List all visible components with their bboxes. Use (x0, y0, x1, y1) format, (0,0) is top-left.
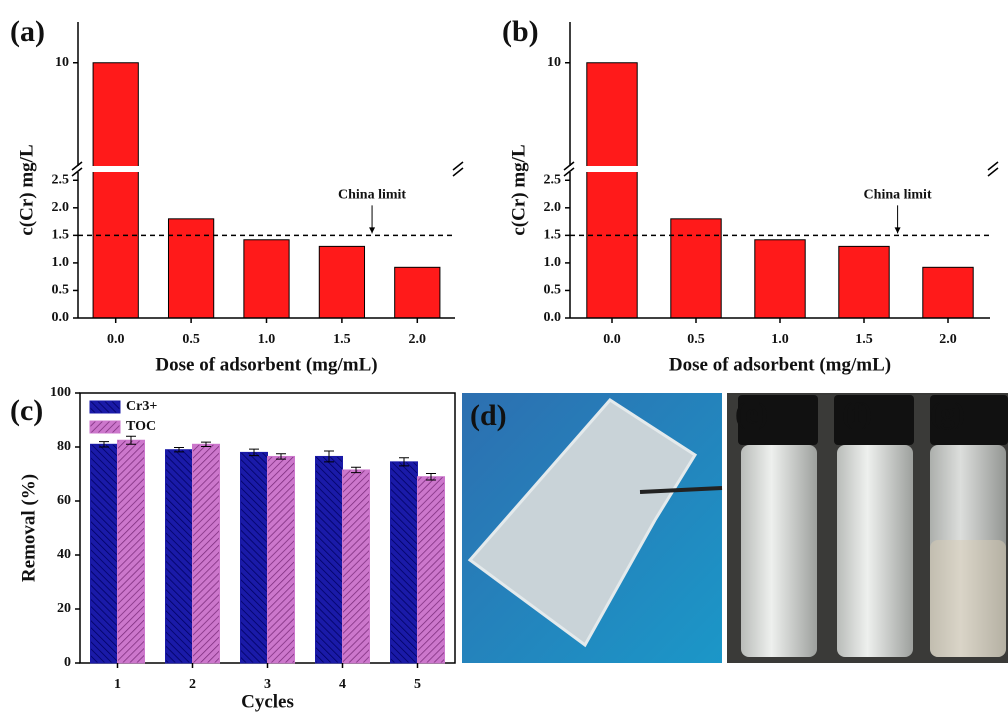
y-tick-label: 80 (57, 439, 71, 454)
bar (839, 246, 889, 318)
bar (391, 462, 418, 663)
y-axis-label: c(Cr) mg/L (16, 144, 37, 235)
x-tick-label: 1.0 (771, 332, 789, 347)
y-tick-label: 0.0 (52, 310, 70, 325)
panel-label: (f) (842, 397, 872, 430)
y-tick-label: 1.5 (544, 228, 562, 243)
x-axis-label: Dose of adsorbent (mg/mL) (155, 354, 377, 375)
panel-label: (c) (10, 394, 43, 427)
x-tick-label: 1.5 (855, 332, 873, 347)
axis-break-gap (564, 166, 996, 172)
photo-d: (d) (462, 393, 722, 663)
legend-label: TOC (126, 419, 156, 434)
axis-break-gap (72, 166, 461, 172)
y-tick-label: 2.0 (52, 200, 70, 215)
bar (671, 219, 721, 318)
x-tick-label: 4 (339, 677, 346, 692)
x-tick-label: 5 (414, 677, 421, 692)
y-tick-label: 0.5 (52, 283, 70, 298)
annotation-arrowhead (895, 227, 901, 233)
x-tick-label: 2.0 (939, 332, 957, 347)
y-tick-label: 1.0 (544, 255, 562, 270)
bar (319, 246, 364, 318)
bar (418, 477, 445, 663)
x-tick-label: 0.5 (182, 332, 200, 347)
panel-label: (d) (470, 399, 507, 432)
annotation: China limit (864, 188, 932, 203)
x-tick-label: 0.0 (603, 332, 621, 347)
x-tick-label: 2.0 (409, 332, 427, 347)
bar (268, 456, 295, 663)
bar (755, 240, 805, 318)
y-tick-label: 20 (57, 601, 71, 616)
legend-label: Cr3+ (126, 399, 157, 414)
panel-label: (a) (10, 15, 45, 48)
x-axis-label: Cycles (241, 691, 294, 712)
y-tick-label: 10 (547, 55, 561, 70)
bar (93, 63, 138, 318)
bar (166, 450, 193, 663)
y-axis-label: c(Cr) mg/L (508, 144, 529, 235)
bar (244, 240, 289, 318)
bar (118, 440, 145, 663)
bar (316, 456, 343, 663)
bar (587, 63, 637, 318)
bar (395, 267, 440, 318)
legend-swatch (90, 421, 120, 433)
legend-swatch (90, 401, 120, 413)
y-tick-label: 2.5 (52, 172, 70, 187)
y-tick-label: 1.5 (52, 228, 70, 243)
y-tick-label: 2.0 (544, 200, 562, 215)
x-tick-label: 1.0 (258, 332, 276, 347)
x-tick-label: 1 (114, 677, 121, 692)
annotation-arrowhead (369, 227, 375, 233)
x-tick-label: 3 (264, 677, 271, 692)
x-axis-label: Dose of adsorbent (mg/mL) (669, 354, 891, 375)
vial (741, 445, 817, 657)
x-tick-label: 1.5 (333, 332, 351, 347)
y-tick-label: 0 (64, 655, 71, 670)
vial-liquid (930, 540, 1006, 657)
x-tick-label: 0.5 (687, 332, 705, 347)
y-tick-label: 0.5 (544, 283, 562, 298)
y-axis-label: Removal (%) (18, 474, 39, 582)
y-tick-label: 0.0 (544, 310, 562, 325)
y-tick-label: 100 (50, 385, 71, 400)
annotation: China limit (338, 188, 406, 203)
x-tick-label: 2 (189, 677, 196, 692)
bar (343, 470, 370, 663)
y-tick-label: 2.5 (544, 172, 562, 187)
bar (923, 267, 973, 318)
panel-label: (b) (502, 15, 539, 48)
y-tick-label: 1.0 (52, 255, 70, 270)
photo-vials: (e) (f) (g) (727, 393, 1008, 663)
bar (91, 444, 118, 663)
bar (168, 219, 213, 318)
x-tick-label: 0.0 (107, 332, 125, 347)
y-tick-label: 60 (57, 493, 71, 508)
y-tick-label: 40 (57, 547, 71, 562)
y-tick-label: 10 (55, 55, 69, 70)
panel-label: (e) (735, 397, 768, 430)
bar (193, 444, 220, 663)
figure: (d) (e) (f) (g) 0.0 0.5 1.0 1.5 2.0 0.0 0.5 1.0… (0, 0, 1008, 713)
bar (241, 452, 268, 663)
vial (837, 445, 913, 657)
panel-label: (g) (930, 397, 965, 430)
